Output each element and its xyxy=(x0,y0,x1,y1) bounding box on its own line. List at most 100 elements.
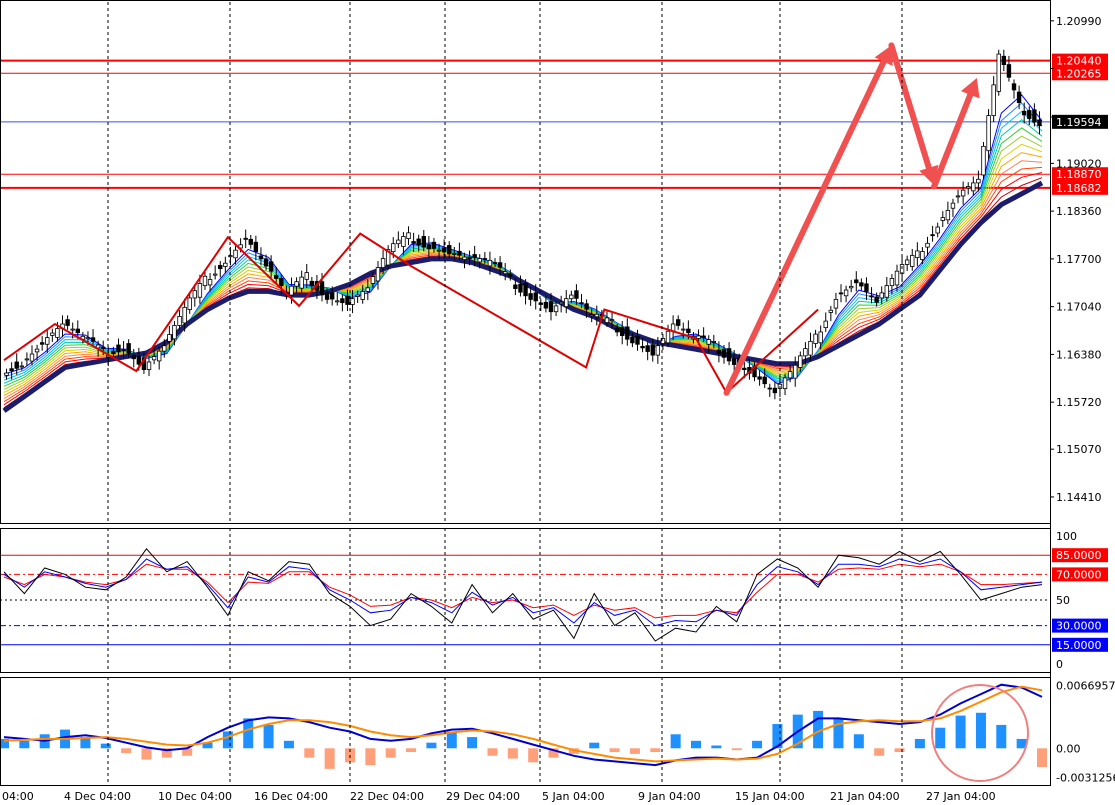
candle-body xyxy=(991,84,996,117)
time-axis-label: 5 Jan 04:00 xyxy=(542,790,605,803)
candle-body xyxy=(65,319,70,326)
candle-body xyxy=(864,283,869,292)
candle-body xyxy=(304,272,309,280)
time-axis-label: 22 Dec 04:00 xyxy=(350,790,424,803)
candle-body xyxy=(706,339,711,345)
candle-body xyxy=(971,182,976,192)
macd-histogram-bar xyxy=(955,715,966,749)
candle-body xyxy=(202,275,208,287)
candle-body xyxy=(70,328,75,331)
oscillator-level-label: 70.0000 xyxy=(1056,568,1102,581)
candle-body xyxy=(808,340,813,356)
candle-body xyxy=(116,344,121,353)
macd-panel: 0.0066957 0.00 -0.0031256 xyxy=(0,680,1115,785)
candle-body xyxy=(1006,64,1012,78)
candle-body xyxy=(375,267,381,282)
candle-body xyxy=(955,195,961,198)
candle-body xyxy=(569,294,574,300)
candle-body xyxy=(441,247,447,253)
macd-histogram-bar xyxy=(202,742,213,749)
time-axis-label: 10 Dec 04:00 xyxy=(158,790,232,803)
candle-body xyxy=(299,276,304,289)
candle-body xyxy=(848,285,854,289)
candle-body xyxy=(787,371,793,379)
candle-body xyxy=(1011,83,1017,91)
oscillator-series-line xyxy=(3,548,1043,642)
candle-body xyxy=(477,258,482,263)
candle-body xyxy=(681,328,686,331)
candle-body xyxy=(762,376,767,385)
price-axis-label: 1.17040 xyxy=(1056,301,1102,314)
candle-body xyxy=(558,301,564,305)
forecast-arrow-shaft xyxy=(723,58,887,396)
candle-body xyxy=(340,298,345,304)
candle-body xyxy=(497,262,503,268)
macd-histogram-bar xyxy=(161,748,172,758)
candle-body xyxy=(355,294,360,297)
candle-body xyxy=(111,350,116,355)
price-axis-label: 1.14410 xyxy=(1056,491,1102,504)
price-level-tag xyxy=(1052,66,1108,81)
candle-body xyxy=(345,295,350,305)
macd-histogram-bar xyxy=(324,748,335,769)
candle-body xyxy=(976,178,981,184)
candle-body xyxy=(19,365,25,368)
macd-axis-label: 0.0066957 xyxy=(1056,680,1115,693)
price-axis-label: 1.20990 xyxy=(1056,15,1102,28)
candle-body xyxy=(843,289,849,297)
macd-histogram-bar xyxy=(914,738,925,749)
candle-body xyxy=(625,326,630,340)
candle-body xyxy=(589,314,594,317)
candle-body xyxy=(859,282,864,287)
candle-body xyxy=(686,328,691,334)
candle-body xyxy=(50,332,55,336)
candle-body xyxy=(711,340,717,343)
candle-body xyxy=(874,296,879,303)
price-level-label: 1.19594 xyxy=(1056,116,1102,129)
macd-histogram-bar xyxy=(589,742,600,749)
candle-body xyxy=(335,300,340,303)
macd-histogram-bar xyxy=(935,727,946,749)
candle-body xyxy=(894,270,900,286)
candle-body xyxy=(253,241,259,253)
macd-histogram-bar xyxy=(691,740,701,749)
candle-body xyxy=(650,344,655,356)
macd-histogram-bar xyxy=(528,748,539,763)
time-axis-label: 29 Dec 04:00 xyxy=(446,790,520,803)
candle-body xyxy=(950,202,956,209)
candle-body xyxy=(101,346,106,350)
candle-body xyxy=(151,356,157,361)
price-level-label: 1.20265 xyxy=(1056,67,1102,80)
oscillator-panel: 85.0000 70.0000 30.0000 15.0000 100 50 0 xyxy=(0,530,1108,671)
macd-histogram-bar xyxy=(650,748,661,753)
candle-body xyxy=(258,255,264,260)
candle-body xyxy=(192,290,198,299)
candle-body xyxy=(487,259,493,267)
candle-body xyxy=(401,236,406,247)
panel-frame xyxy=(0,0,1051,524)
price-axis-label: 1.16380 xyxy=(1056,348,1102,361)
candle-body xyxy=(197,283,203,298)
macd-histogram-bar xyxy=(19,740,30,749)
candle-body xyxy=(502,271,508,275)
time-axis-label: 21 Jan 04:00 xyxy=(830,790,900,803)
candle-body xyxy=(655,345,661,356)
candle-body xyxy=(39,342,45,345)
candle-body xyxy=(233,249,238,259)
macd-histogram-bar xyxy=(141,748,152,760)
candle-body xyxy=(584,303,589,310)
candle-body xyxy=(172,325,177,340)
time-axis-label: v 04:00 xyxy=(0,790,34,803)
time-axis-label: 9 Jan 04:00 xyxy=(638,790,701,803)
candle-body xyxy=(391,243,396,253)
candle-body xyxy=(731,358,737,365)
oscillator-axis-label: 100 xyxy=(1056,530,1077,543)
macd-histogram-bar xyxy=(853,734,864,749)
macd-histogram-bar xyxy=(1016,738,1027,749)
candle-body xyxy=(146,361,152,370)
candle-body xyxy=(818,331,823,344)
time-axis-label: 15 Jan 04:00 xyxy=(735,790,805,803)
candle-body xyxy=(279,278,284,287)
candle-body xyxy=(482,258,488,260)
macd-series-line xyxy=(3,685,1043,763)
